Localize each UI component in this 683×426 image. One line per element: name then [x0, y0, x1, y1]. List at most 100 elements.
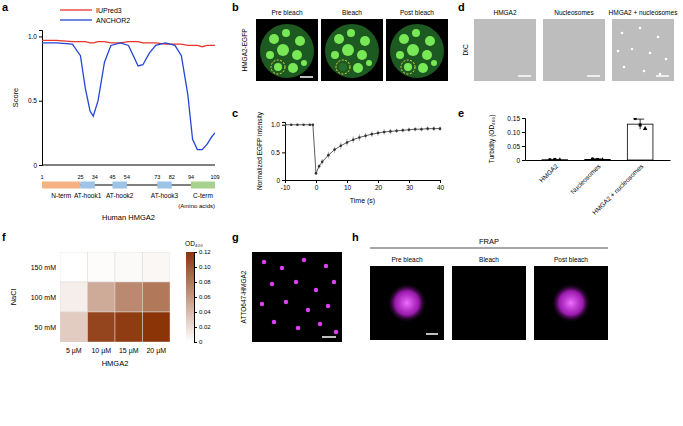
x-axis: -10010203040 — [281, 180, 445, 191]
tick: 0.04 — [194, 309, 211, 315]
tick: 0.08 — [194, 279, 211, 285]
bar — [585, 159, 611, 160]
point — [327, 154, 330, 157]
axis-line — [282, 123, 286, 181]
image-title: HMGA2 — [493, 9, 517, 16]
tick-mark — [347, 180, 348, 183]
domain-label: C-term — [193, 192, 213, 199]
point — [596, 158, 599, 160]
error-bar — [640, 119, 641, 124]
tick: 0 — [516, 157, 525, 164]
tick-label: -10 — [281, 184, 291, 191]
tick-mark — [440, 180, 441, 183]
axis-line — [526, 160, 671, 161]
plot-area — [285, 123, 441, 174]
cell — [115, 312, 143, 342]
cell — [88, 312, 116, 342]
legend-swatch — [60, 19, 92, 20]
error-bar — [285, 124, 286, 125]
point — [315, 172, 318, 175]
tick-label: 20 — [375, 184, 383, 191]
legend-label: IUPred3 — [96, 7, 122, 14]
tick-label: 1.0 — [28, 33, 37, 40]
bar — [627, 124, 653, 160]
tick-mark — [194, 297, 197, 298]
point — [340, 144, 343, 147]
error-bar — [409, 128, 410, 132]
legend: IUPred3ANCHOR2 — [60, 7, 130, 24]
colorbar-title: OD₄₀₀ — [185, 240, 203, 247]
tick-label: 1.0 — [271, 121, 280, 128]
panel-label: d — [458, 1, 465, 13]
point — [439, 127, 442, 130]
tick-label: 0.15 — [507, 115, 520, 122]
domain-box — [80, 182, 94, 189]
error-bar — [371, 131, 372, 137]
column-label: 20 µM — [146, 347, 166, 355]
point — [389, 130, 392, 133]
tick-label: 0.10 — [507, 129, 520, 136]
point — [358, 136, 361, 139]
y-axis: 00.51.0 — [271, 121, 286, 183]
point — [600, 157, 605, 160]
image-title: Pre bleach — [271, 9, 302, 16]
protein-title: Human HMGA2 — [102, 213, 155, 222]
point — [395, 130, 398, 133]
tick-mark — [522, 160, 525, 161]
error-bar — [309, 124, 310, 125]
tick: Nucleosomes — [569, 162, 602, 195]
figure: a00.51.0ScoreIUPred3ANCHOR2N-termAT-hook… — [0, 0, 683, 426]
axis-line — [286, 181, 441, 184]
cell — [88, 252, 116, 282]
point — [346, 141, 349, 144]
tick-label: 0 — [516, 157, 520, 164]
line — [42, 43, 215, 150]
tick-label: 0.5 — [28, 97, 37, 104]
point — [364, 135, 367, 138]
domain-label: AT-hook3 — [151, 192, 179, 199]
tick-mark — [194, 252, 197, 253]
image — [386, 19, 448, 81]
y-axis: 00.51.0 — [28, 31, 43, 169]
tick-mark — [194, 267, 197, 268]
point — [309, 123, 312, 126]
domain-box — [191, 182, 215, 189]
image — [452, 266, 526, 340]
tick-mark — [194, 342, 197, 343]
position-label: 73 — [154, 174, 160, 180]
tick: 0.15 — [507, 115, 525, 122]
legend-swatch — [60, 9, 92, 10]
point — [408, 128, 411, 131]
domain-label: AT-hook1 — [74, 192, 102, 199]
error-bar — [312, 124, 313, 125]
error-bar — [640, 124, 641, 129]
tick: 1.0 — [28, 33, 42, 40]
tick: 0.06 — [194, 294, 211, 300]
tick-mark — [39, 36, 42, 37]
error-bar — [365, 133, 366, 139]
tick-label: HMGA2 — [538, 162, 560, 184]
domain-box — [42, 182, 80, 189]
error-bar — [316, 172, 317, 174]
image-title: HMGA2 + nucleosomes — [609, 9, 679, 16]
point — [558, 157, 563, 160]
domain-box — [112, 182, 126, 189]
point — [352, 138, 355, 141]
colorbar — [186, 252, 194, 342]
image-title: Post bleach — [554, 256, 588, 263]
tick: 0.5 — [271, 149, 285, 156]
tick: 1.0 — [271, 121, 285, 128]
tick-label: 0.12 — [199, 249, 211, 255]
plot-area — [542, 118, 653, 160]
tick-label: 40 — [437, 184, 445, 191]
tick-mark — [194, 327, 197, 328]
cell — [60, 282, 88, 312]
axis-title: NaCl — [9, 288, 18, 305]
image-title: Post bleach — [400, 9, 434, 16]
position-label: 109 — [210, 174, 219, 180]
image — [612, 19, 674, 81]
panel-label: b — [232, 1, 239, 13]
tick: 0 — [194, 339, 203, 345]
error-bar — [347, 139, 348, 146]
image — [321, 19, 383, 81]
